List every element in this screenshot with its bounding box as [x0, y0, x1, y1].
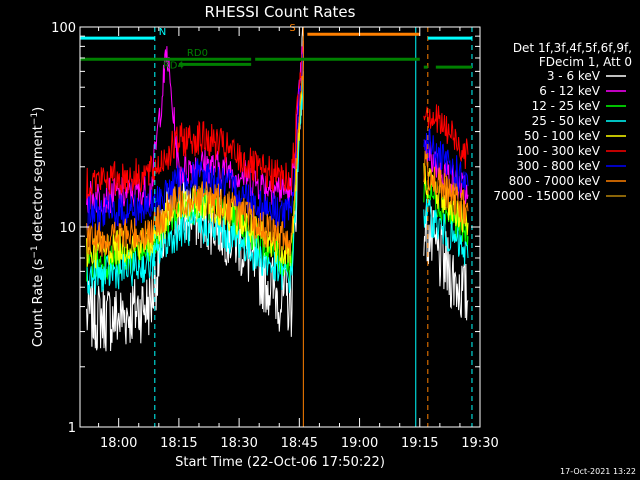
- x-tick-label: 19:15: [401, 436, 438, 451]
- legend-label: 25 - 50 keV: [532, 114, 601, 128]
- legend-label: 50 - 100 keV: [524, 129, 601, 143]
- series-line-100-300-kev: [86, 41, 304, 199]
- x-tick-label: 18:00: [100, 436, 137, 451]
- chart-title: RHESSI Count Rates: [205, 3, 356, 21]
- legend-label: 12 - 25 keV: [532, 99, 601, 113]
- series-line-25-50-kev: [86, 71, 304, 296]
- series-line-3-6-kev: [423, 204, 469, 321]
- legend-header-line1: Det 1f,3f,4f,5f,6f,9f,: [513, 41, 632, 55]
- series-line-300-800-kev: [423, 128, 469, 192]
- footer-timestamp: 17-Oct-2021 13:22: [560, 467, 636, 476]
- legend-label: 100 - 300 keV: [516, 144, 600, 158]
- legend-label: 300 - 800 keV: [516, 159, 600, 173]
- legend-label: 7000 - 15000 keV: [493, 189, 600, 203]
- x-tick-label: 19:30: [461, 436, 498, 451]
- x-axis-label: Start Time (22-Oct-06 17:50:22): [175, 455, 385, 470]
- legend-label: 3 - 6 keV: [547, 69, 601, 83]
- flag-label-rd4: RD4: [163, 60, 184, 71]
- x-axis: 18:00 18:15 18:30 18:45 19:00 19:15 19:30: [98, 27, 499, 451]
- series-line-300-800-kev: [86, 51, 304, 232]
- y-tick-label: 100: [51, 21, 76, 36]
- legend: Det 1f,3f,4f,5f,6f,9f, FDecim 1, Att 0 3…: [493, 41, 632, 203]
- x-tick-label: 18:30: [220, 436, 257, 451]
- legend-label: 6 - 12 keV: [539, 84, 601, 98]
- y-tick-label: 10: [59, 221, 76, 236]
- flag-label-n: N: [159, 27, 166, 38]
- y-axis: 1 10 100: [51, 21, 480, 436]
- series-line-25-50-kev: [423, 198, 469, 266]
- x-tick-label: 18:15: [160, 436, 197, 451]
- flag-label-s: S: [289, 23, 295, 34]
- legend-header-line2: FDecim 1, Att 0: [539, 55, 632, 69]
- x-tick-label: 18:45: [281, 436, 318, 451]
- y-tick-label: 1: [68, 421, 76, 436]
- flag-label-rd0: RD0: [187, 48, 208, 59]
- legend-label: 800 - 7000 keV: [509, 174, 601, 188]
- x-tick-label: 19:00: [341, 436, 378, 451]
- y-axis-label: Count Rate (s−1 detector segment−1): [30, 107, 46, 347]
- series-line-800-7000-kev: [423, 150, 469, 224]
- series-line-800-7000-kev: [86, 57, 304, 257]
- series-line-100-300-kev: [423, 104, 469, 170]
